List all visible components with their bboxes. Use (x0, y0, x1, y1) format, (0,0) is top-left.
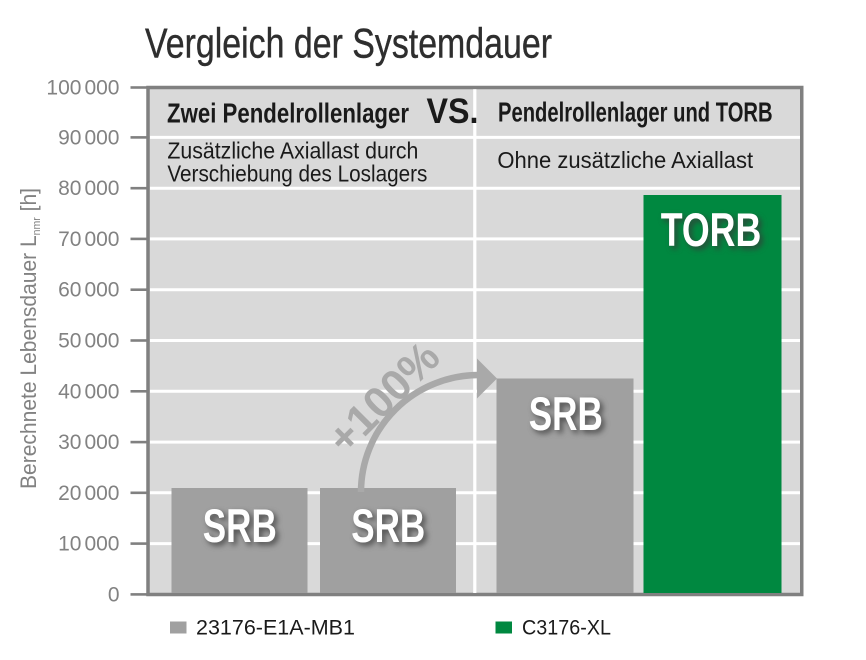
svg-text:23176-E1A-MB1: 23176-E1A-MB1 (196, 616, 355, 640)
svg-text:TORB: TORB (661, 203, 762, 256)
svg-text:SRB: SRB (529, 387, 603, 440)
svg-text:Vergleich der Systemdauer: Vergleich der Systemdauer (145, 20, 552, 67)
svg-text:VS.: VS. (427, 92, 479, 131)
svg-text:Pendelrollenlager und TORB: Pendelrollenlager und TORB (498, 97, 773, 128)
svg-text:Verschiebung des Loslagers: Verschiebung des Loslagers (167, 161, 427, 187)
svg-text:SRB: SRB (351, 499, 425, 552)
svg-text:0: 0 (108, 583, 120, 606)
svg-text:SRB: SRB (203, 499, 277, 552)
svg-text:Zwei Pendelrollenlager: Zwei Pendelrollenlager (167, 98, 409, 129)
svg-text:Berechnete Lebensdauer Lnmr [h: Berechnete Lebensdauer Lnmr [h] (17, 188, 43, 489)
svg-text:Ohne zusätzliche Axiallast: Ohne zusätzliche Axiallast (497, 147, 753, 173)
svg-text:C3176-XL: C3176-XL (522, 616, 611, 640)
svg-text:Zusätzliche Axiallast durch: Zusätzliche Axiallast durch (167, 137, 418, 163)
